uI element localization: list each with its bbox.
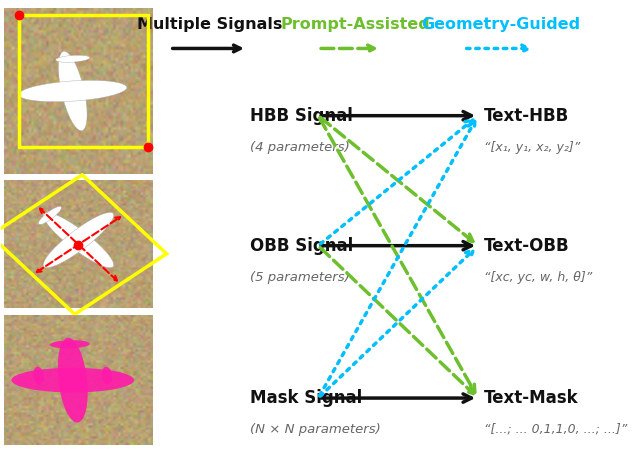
Text: Multiple Signals: Multiple Signals (137, 17, 282, 32)
Text: Text-Mask: Text-Mask (484, 389, 579, 407)
Text: “[x₁, y₁, x₂, y₂]”: “[x₁, y₁, x₂, y₂]” (484, 141, 580, 153)
Text: (4 parameters): (4 parameters) (250, 141, 349, 153)
Ellipse shape (56, 55, 90, 62)
Ellipse shape (50, 340, 90, 348)
Text: HBB Signal: HBB Signal (250, 107, 353, 124)
Text: Mask Signal: Mask Signal (250, 389, 362, 407)
Text: Geometry-Guided: Geometry-Guided (421, 17, 580, 32)
Ellipse shape (12, 368, 134, 392)
Text: “[...; ... 0,1,1,0, ...; ...]”: “[...; ... 0,1,1,0, ...; ...]” (484, 423, 627, 436)
Ellipse shape (19, 80, 127, 102)
Ellipse shape (102, 367, 112, 385)
Text: (5 parameters): (5 parameters) (250, 271, 349, 284)
Ellipse shape (58, 338, 88, 423)
Ellipse shape (44, 212, 114, 268)
Ellipse shape (44, 212, 114, 268)
Text: Text-OBB: Text-OBB (484, 237, 570, 255)
Ellipse shape (33, 367, 44, 385)
Text: Prompt-Assisted: Prompt-Assisted (280, 17, 430, 32)
Text: “[xᴄ, yᴄ, w, h, θ]”: “[xᴄ, yᴄ, w, h, θ]” (484, 271, 592, 284)
Bar (19, 15, 148, 147)
Text: OBB Signal: OBB Signal (250, 237, 353, 255)
Text: Text-HBB: Text-HBB (484, 107, 569, 124)
Text: (N × N parameters): (N × N parameters) (250, 423, 380, 436)
Ellipse shape (38, 207, 61, 225)
Ellipse shape (58, 51, 87, 131)
